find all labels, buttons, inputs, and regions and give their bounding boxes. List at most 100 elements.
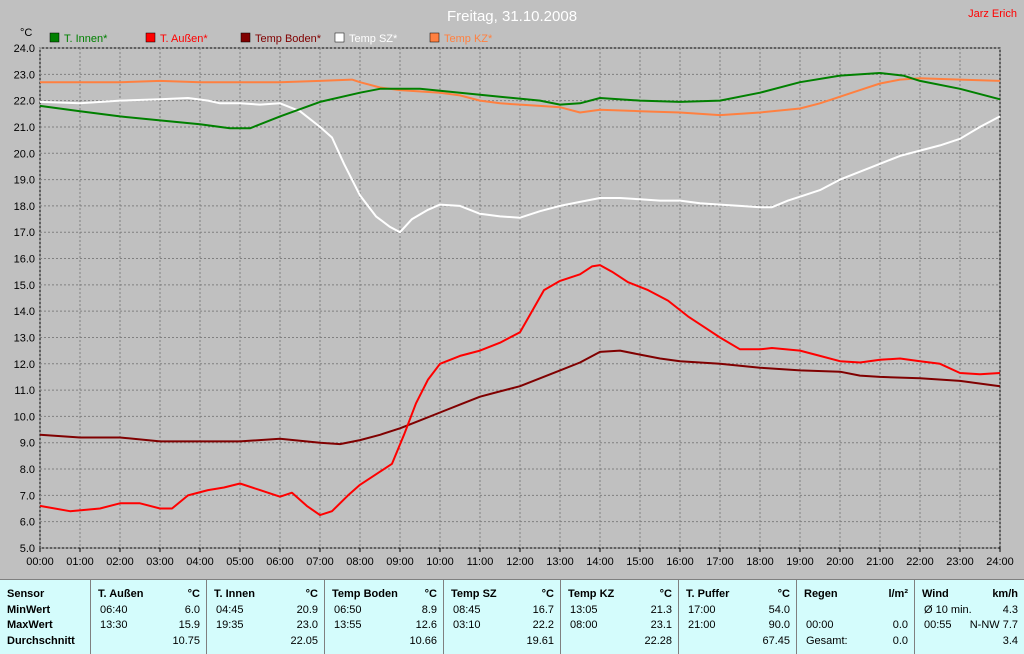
table-header: T. Außen <box>98 588 144 600</box>
table-value: 20.9 <box>296 604 318 616</box>
table-header: Temp KZ <box>568 588 615 600</box>
x-axis-tick-labels: 00:00 01:00 02:00 03:00 04:00 05:00 06:00 07:00… <box>26 556 1014 568</box>
table-time: 00:00 <box>806 619 834 631</box>
series-line-2 <box>39 349 1001 446</box>
legend-swatch <box>240 32 251 43</box>
legend-label: Temp Boden* <box>255 33 322 45</box>
table-time: 08:00 <box>570 619 598 631</box>
series-line-3 <box>39 97 1001 234</box>
table-time: 06:40 <box>100 604 128 616</box>
table-header: Regen <box>804 588 838 600</box>
x-tick-label: 19:00 <box>786 556 814 568</box>
x-tick-label: 15:00 <box>626 556 654 568</box>
table-value: 22.05 <box>290 635 318 647</box>
legend-label: Temp KZ* <box>444 33 493 45</box>
table-value: 15.9 <box>178 619 200 631</box>
table-time: 04:45 <box>216 604 244 616</box>
y-tick-label: 9.0 <box>20 438 35 450</box>
legend-label: Temp SZ* <box>349 33 398 45</box>
table-value: 22.2 <box>532 619 554 631</box>
table-time: 13:30 <box>100 619 128 631</box>
table-value: N-NW 7.7 <box>969 619 1018 631</box>
chart-title: Freitag, 31.10.2008 <box>447 8 577 25</box>
y-tick-label: 12.0 <box>14 359 35 371</box>
legend-swatch <box>334 32 345 43</box>
table-column: T. Innen °C 04:45 20.9 19:35 23.0 22.05 <box>206 580 324 654</box>
y-tick-label: 14.0 <box>14 306 35 318</box>
grid <box>39 47 1001 552</box>
table-value: 67.45 <box>762 635 790 647</box>
x-tick-label: 10:00 <box>426 556 454 568</box>
legend: T. Innen* T. Außen* Temp Boden* Temp SZ* Tem… <box>49 32 493 45</box>
table-time: Ø 10 min. <box>924 604 972 616</box>
table-header: Temp SZ <box>451 588 497 600</box>
series-lines <box>39 72 1001 517</box>
x-tick-label: 02:00 <box>106 556 134 568</box>
table-time: 21:00 <box>688 619 716 631</box>
table-value: 6.0 <box>184 604 200 616</box>
table-unit: °C <box>424 588 437 600</box>
table-unit: °C <box>659 588 672 600</box>
y-tick-label: 15.0 <box>14 280 35 292</box>
table-unit: °C <box>541 588 554 600</box>
table-header: Wind <box>922 588 949 600</box>
y-tick-label: 17.0 <box>14 227 35 239</box>
x-tick-label: 12:00 <box>506 556 534 568</box>
table-time: 08:45 <box>453 604 481 616</box>
row-label: Durchschnitt <box>7 635 75 647</box>
x-tick-label: 23:00 <box>946 556 974 568</box>
x-tick-label: 06:00 <box>266 556 294 568</box>
table-time: 00:55 <box>924 619 952 631</box>
table-value: 0.0 <box>892 635 908 647</box>
x-tick-label: 07:00 <box>306 556 334 568</box>
y-tick-label: 5.0 <box>20 543 35 555</box>
row-label: MinWert <box>7 604 51 616</box>
table-value: 3.4 <box>1002 635 1018 647</box>
table-value: 19.61 <box>526 635 554 647</box>
table-header: Sensor <box>7 588 45 600</box>
table-value: 8.9 <box>421 604 437 616</box>
table-header: T. Puffer <box>686 588 730 600</box>
table-header: Temp Boden <box>332 588 398 600</box>
y-tick-label: 16.0 <box>14 254 35 266</box>
y-tick-label: 21.0 <box>14 122 35 134</box>
y-tick-label: 24.0 <box>14 43 35 55</box>
table-unit: °C <box>305 588 318 600</box>
table-value: 22.28 <box>644 635 672 647</box>
y-axis-unit: °C <box>20 27 32 39</box>
series-line-1 <box>39 264 1001 517</box>
x-tick-label: 22:00 <box>906 556 934 568</box>
table-time: 19:35 <box>216 619 244 631</box>
table-time: 06:50 <box>334 604 362 616</box>
x-tick-label: 21:00 <box>866 556 894 568</box>
table-header: T. Innen <box>214 588 255 600</box>
y-tick-label: 8.0 <box>20 464 35 476</box>
author-label: Jarz Erich <box>968 8 1017 20</box>
x-tick-label: 11:00 <box>467 556 494 568</box>
table-value: 54.0 <box>768 604 790 616</box>
statistics-table: Sensor MinWert MaxWert Durchschnitt T. Außen… <box>0 579 1024 654</box>
y-tick-label: 23.0 <box>14 69 35 81</box>
table-value: 10.66 <box>409 635 437 647</box>
y-tick-label: 22.0 <box>14 96 35 108</box>
table-column: Wind km/h Ø 10 min. 4.3 00:55 N-NW 7.7 3.4 <box>914 580 1024 654</box>
table-column: Temp Boden °C 06:50 8.9 13:55 12.6 10.66 <box>324 580 443 654</box>
legend-swatch <box>145 32 156 43</box>
table-unit: °C <box>777 588 790 600</box>
y-tick-label: 13.0 <box>14 332 35 344</box>
x-tick-label: 13:00 <box>546 556 574 568</box>
x-tick-label: 08:00 <box>346 556 374 568</box>
table-value: 16.7 <box>532 604 554 616</box>
table-column: Sensor MinWert MaxWert Durchschnitt <box>0 580 90 654</box>
table-value: 23.0 <box>296 619 318 631</box>
x-tick-label: 04:00 <box>186 556 214 568</box>
legend-swatch <box>429 32 440 43</box>
table-column: T. Puffer °C 17:00 54.0 21:00 90.0 67.45 <box>678 580 796 654</box>
temperature-chart: Freitag, 31.10.2008 Jarz Erich °C T. Inn… <box>14 8 1017 568</box>
table-column: Temp SZ °C 08:45 16.7 03:10 22.2 19.61 <box>443 580 560 654</box>
table-value: 0.0 <box>892 619 908 631</box>
table-time: 13:05 <box>570 604 598 616</box>
table-column: Temp KZ °C 13:05 21.3 08:00 23.1 22.28 <box>560 580 678 654</box>
table-column: Regen l/m² 00:00 0.0 Gesamt: 0.0 <box>796 580 914 654</box>
x-tick-label: 20:00 <box>826 556 854 568</box>
